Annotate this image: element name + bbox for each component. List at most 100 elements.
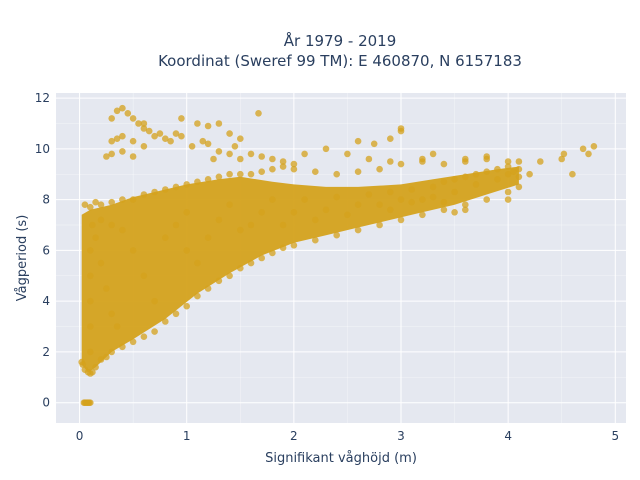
scatter-point	[419, 211, 426, 219]
scatter-point	[151, 188, 158, 196]
scatter-point	[113, 135, 121, 142]
scatter-point	[387, 206, 394, 214]
scatter-point	[387, 158, 394, 165]
scatter-point	[103, 153, 110, 160]
scatter-point	[429, 183, 437, 191]
y-axis-ticks: 0 2 4 6 8 10 12	[35, 91, 50, 410]
scatter-point	[215, 173, 223, 181]
scatter-point	[462, 155, 469, 163]
scatter-point	[290, 209, 298, 216]
scatter-point	[194, 292, 201, 300]
scatter-point	[226, 272, 233, 280]
scatter-point	[462, 173, 469, 181]
scatter-point	[558, 155, 565, 163]
scatter-point	[204, 234, 212, 241]
scatter-point	[81, 201, 89, 208]
x-tick-label: 1	[183, 429, 191, 443]
scatter-point	[156, 130, 164, 137]
scatter-point	[103, 353, 110, 361]
scatter-point	[247, 170, 255, 178]
scatter-point	[560, 150, 568, 158]
scatter-point	[119, 104, 126, 112]
scatter-point	[151, 132, 158, 140]
scatter-point	[87, 247, 94, 254]
scatter-point	[140, 191, 148, 198]
y-tick-label: 0	[42, 396, 50, 410]
scatter-point	[108, 310, 115, 318]
scatter-point	[151, 297, 158, 305]
scatter-point	[113, 107, 121, 115]
scatter-point	[167, 137, 174, 145]
scatter-point	[312, 216, 319, 224]
scatter-point	[472, 170, 480, 178]
scatter-point	[312, 168, 319, 175]
data-points	[78, 104, 598, 407]
scatter-point	[515, 183, 523, 191]
scatter-point	[129, 115, 137, 122]
scatter-point	[119, 132, 126, 140]
scatter-point	[204, 140, 212, 148]
scatter-point	[237, 135, 244, 142]
scatter-point	[301, 150, 308, 158]
scatter-point	[119, 343, 126, 351]
scatter-point	[247, 259, 255, 267]
scatter-point	[210, 155, 217, 163]
scatter-point	[188, 143, 196, 150]
scatter-point	[215, 216, 223, 224]
scatter-point	[515, 173, 523, 181]
scatter-point	[462, 206, 469, 214]
x-tick-label: 4	[504, 429, 512, 443]
scatter-point	[87, 297, 94, 305]
scatter-point	[129, 196, 137, 203]
scatter-point	[119, 226, 126, 234]
scatter-point	[87, 323, 94, 330]
x-tick-label: 2	[290, 429, 298, 443]
scatter-point	[97, 216, 105, 224]
scatter-point	[194, 259, 201, 267]
scatter-point	[429, 193, 437, 201]
scatter-point	[387, 135, 394, 142]
scatter-point	[178, 132, 185, 140]
scatter-point	[135, 120, 142, 127]
scatter-point	[440, 206, 448, 214]
scatter-point	[269, 155, 276, 163]
scatter-point	[162, 135, 169, 142]
scatter-point	[483, 196, 491, 203]
scatter-point	[462, 201, 469, 208]
scatter-point	[237, 155, 244, 163]
scatter-point	[510, 168, 517, 175]
scatter-point	[537, 158, 544, 165]
scatter-point	[194, 120, 201, 127]
scatter-point	[370, 140, 378, 148]
scatter-point	[87, 272, 94, 280]
scatter-point	[97, 259, 105, 267]
scatter-point	[162, 318, 169, 325]
scatter-point	[258, 209, 266, 216]
scatter-point	[140, 333, 148, 341]
scatter-point	[504, 196, 512, 203]
scatter-point	[129, 137, 137, 145]
scatter-point	[408, 186, 416, 193]
scatter-point	[129, 153, 137, 160]
scatter-point	[258, 254, 266, 262]
scatter-point	[585, 150, 592, 158]
scatter-point	[172, 130, 180, 137]
scatter-point	[119, 196, 126, 203]
scatter-point	[172, 221, 180, 229]
scatter-point	[333, 170, 341, 178]
scatter-point	[419, 196, 426, 203]
scatter-point	[215, 148, 223, 155]
scatter-point	[279, 163, 287, 170]
scatter-point	[172, 183, 180, 191]
scatter-point	[429, 150, 437, 158]
scatter-point	[290, 160, 298, 168]
scatter-point	[92, 234, 99, 241]
scatter-point	[397, 216, 405, 224]
scatter-point	[226, 201, 233, 208]
scatter-point	[269, 165, 276, 173]
scatter-point	[140, 143, 148, 150]
scatter-point	[365, 191, 373, 198]
scatter-point	[140, 272, 148, 280]
scatter-point	[124, 110, 132, 117]
scatter-point	[89, 221, 96, 229]
